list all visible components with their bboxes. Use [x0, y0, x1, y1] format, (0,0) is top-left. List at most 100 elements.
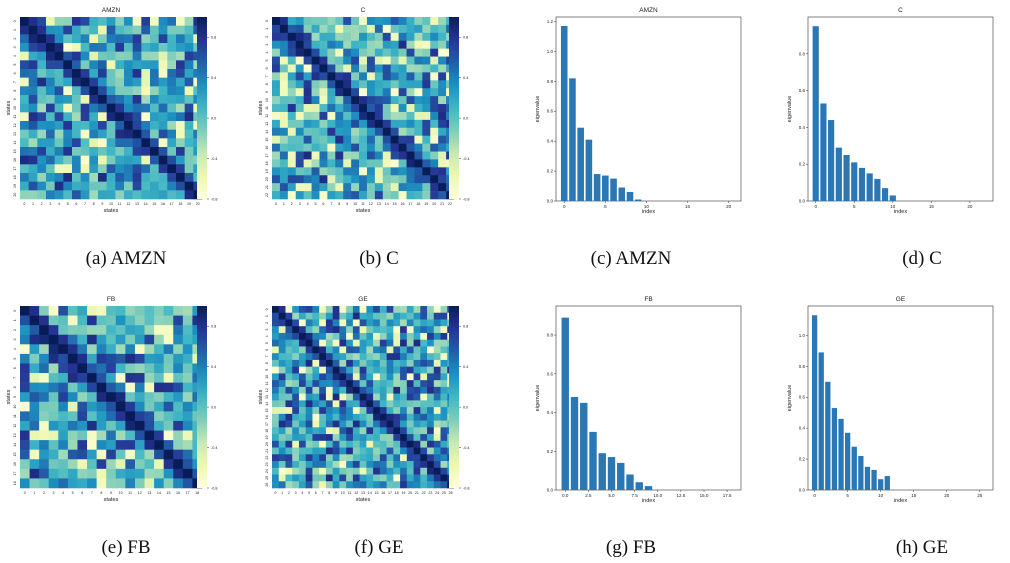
x-axis-label: index — [642, 209, 655, 215]
heatmap-cell — [382, 48, 391, 57]
heatmap-cell — [285, 467, 293, 475]
heatmap-cell — [272, 474, 280, 482]
y-tick-label: 3 — [265, 44, 269, 46]
heatmap-cell — [390, 88, 399, 97]
heatmap-cell — [20, 420, 30, 431]
heatmap-cell — [390, 32, 399, 42]
heatmap-cell — [285, 353, 293, 361]
heatmap-cell — [124, 103, 133, 113]
heatmap-cell — [63, 69, 73, 78]
heatmap-cell — [72, 181, 81, 191]
heatmap-cell — [359, 143, 368, 152]
y-tick-label: 0.4 — [799, 426, 806, 431]
x-tick-label: 5 — [853, 204, 856, 209]
heatmap-cell — [96, 373, 107, 383]
heatmap-cell — [154, 411, 164, 422]
y-tick-label: 0.0 — [799, 488, 806, 493]
heatmap-cell — [134, 315, 145, 326]
heatmap-cell — [67, 334, 78, 345]
heatmap-cell — [176, 95, 185, 104]
y-tick-label: 19 — [265, 169, 269, 173]
heatmap-cell — [272, 319, 280, 327]
heatmap-cell — [398, 143, 407, 152]
bar — [811, 315, 818, 490]
heatmap-cell — [427, 481, 435, 489]
heatmap-cell — [67, 401, 78, 412]
heatmap-cell — [374, 72, 384, 81]
heatmap-cell — [48, 363, 59, 374]
heatmap-cell — [398, 72, 407, 81]
heatmap-cell — [154, 430, 164, 441]
heatmap-cell — [272, 454, 280, 462]
heatmap-cell — [28, 173, 38, 182]
chart-title: GE — [358, 296, 368, 303]
heatmap-cell — [422, 167, 431, 176]
heatmap-cell — [390, 111, 399, 121]
heatmap-cell — [327, 135, 336, 144]
y-axis-label: states — [258, 100, 264, 115]
heatmap-cell — [359, 32, 368, 42]
heatmap-cell — [422, 32, 431, 42]
heatmap-cell — [150, 60, 159, 70]
x-tick-label: 9 — [346, 202, 348, 206]
heatmap-cell — [303, 111, 312, 121]
heatmap-cell — [48, 459, 59, 470]
heatmap-cell — [20, 121, 29, 130]
heatmap-cell — [359, 80, 368, 89]
heatmap-cell — [438, 191, 447, 200]
heatmap-cell — [359, 413, 367, 421]
x-tick-label: 4 — [301, 491, 303, 495]
heatmap-cell — [272, 88, 281, 97]
heatmap-cell — [440, 366, 448, 374]
y-tick-label: 2 — [265, 36, 269, 38]
heatmap-cell — [414, 48, 423, 57]
heatmap-cell — [430, 135, 439, 144]
heatmap-cell — [106, 129, 116, 139]
heatmap-cell — [106, 138, 116, 148]
heatmap-cell — [37, 147, 47, 156]
heatmap-cell — [422, 104, 431, 113]
heatmap-cell — [393, 386, 401, 394]
heatmap-cell — [346, 400, 354, 408]
heatmap-cell — [87, 353, 97, 364]
heatmap-cell — [303, 104, 312, 113]
heatmap-cell — [278, 386, 286, 394]
heatmap-cell — [325, 332, 333, 340]
heatmap-cell — [305, 353, 313, 361]
figure-panel-f: GE 0 1 2 3 4 5 6 7 8 9 10 11 12 13 14 15 16 17 18 19 20 21 22 23… — [252, 289, 504, 521]
heatmap-cell — [106, 430, 117, 441]
heatmap-cell — [292, 353, 300, 361]
heatmap-cell — [335, 135, 344, 144]
heatmap-cell — [327, 183, 336, 192]
heatmap-cell — [433, 474, 441, 482]
heatmap-cell — [374, 96, 384, 105]
heatmap-cell — [398, 24, 407, 34]
heatmap-cell — [125, 315, 136, 326]
heatmap-cell — [37, 164, 47, 174]
heatmap-cell — [390, 64, 399, 73]
heatmap-cell — [89, 129, 99, 139]
heatmap-cell — [414, 159, 423, 168]
heatmap-cell — [346, 346, 354, 354]
heatmap-cell — [29, 449, 40, 460]
heatmap-cell — [115, 121, 125, 130]
heatmap-cell — [427, 339, 435, 347]
heatmap-cell — [298, 440, 306, 448]
heatmap-cell — [182, 334, 193, 345]
heatmap-cell — [295, 17, 304, 26]
heatmap-cell — [132, 121, 142, 130]
x-tick-label: 10 — [353, 202, 357, 206]
heatmap-cell — [63, 129, 73, 139]
heatmap-cell — [400, 461, 408, 469]
heatmap-cell — [359, 393, 367, 401]
heatmap-cell — [298, 447, 306, 455]
heatmap-cell — [37, 121, 47, 130]
heatmap-cell — [173, 401, 184, 412]
heatmap-cell — [298, 373, 306, 381]
heatmap-cell — [272, 306, 280, 314]
heatmap-cell — [379, 447, 387, 455]
heatmap-cell — [124, 181, 133, 191]
heatmap-cell — [115, 382, 126, 393]
heatmap-cell — [298, 393, 306, 401]
heatmap-cell — [359, 332, 367, 340]
